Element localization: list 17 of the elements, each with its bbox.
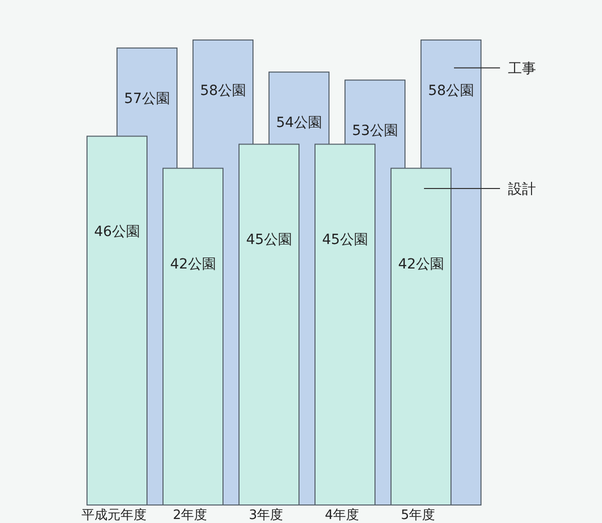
text: 設計 <box>508 181 536 198</box>
data-label: 42公園 <box>170 256 216 272</box>
data-label: 53公園 <box>352 123 398 140</box>
x-tick-label: 4年度 <box>324 507 360 523</box>
data-label: 42公園 <box>398 256 444 272</box>
data-label: 54公園 <box>276 115 322 132</box>
data-label: 58公園 <box>428 83 474 99</box>
x-tick-label: 5年度 <box>400 507 436 523</box>
data-label: 45公園 <box>246 232 292 248</box>
x-tick-label: 平成元年度 <box>82 507 146 523</box>
data-label: 57公園 <box>124 91 170 108</box>
x-tick-label: 2年度 <box>172 507 208 523</box>
data-label: 46公園 <box>94 224 140 240</box>
series-label: 工事 <box>508 60 536 77</box>
data-label: 45公園 <box>322 232 368 248</box>
x-tick-label: 3年度 <box>248 507 284 523</box>
data-label: 58公園 <box>200 83 246 99</box>
